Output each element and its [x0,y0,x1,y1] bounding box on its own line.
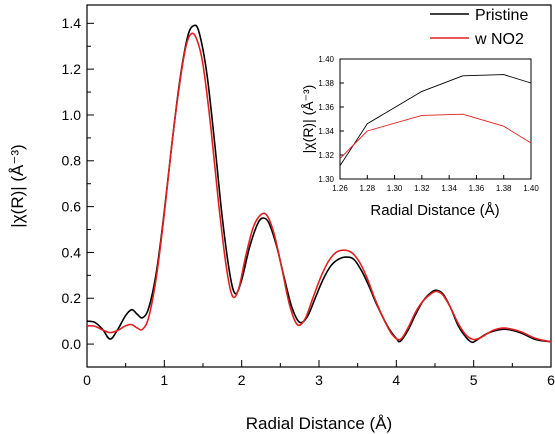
y-axis-title: |χ(R)| (Å⁻³) [8,144,27,227]
legend-label-no2: w NO2 [474,31,524,48]
inset-x-tick-label: 1.36 [469,184,485,193]
inset-x-axis-title: Radial Distance (Å) [370,202,499,219]
main-series-w-no2 [86,32,552,343]
main-y-tick-label: 1.2 [62,61,82,77]
inset-y-tick-label: 1.38 [318,79,334,88]
main-series-lines [86,24,552,344]
inset-axis-ticks: 1.26 1.28 1.30 1.32 1.34 1.36 1.38 1.40 1.30 1.32… [318,55,539,193]
inset-x-tick-label: 1.34 [441,184,457,193]
main-x-tick-label: 3 [315,372,323,388]
main-x-tick-label: 5 [470,372,478,388]
main-x-tick-label: 0 [83,372,91,388]
main-y-tick-label: 0.0 [62,336,82,352]
main-y-tick-label: 1.0 [62,107,82,123]
inset-y-tick-label: 1.30 [318,175,334,184]
main-x-tick-label: 1 [160,372,168,388]
inset-frame [339,58,532,180]
inset-y-tick-label: 1.36 [318,103,334,112]
main-y-tick-label: 0.6 [62,199,82,215]
inset-x-tick-label: 1.28 [359,184,375,193]
main-y-tick-label: 0.8 [62,153,82,169]
inset-series-lines [339,74,532,167]
inset-x-tick-label: 1.26 [332,184,348,193]
x-axis-title: Radial Distance (Å) [246,414,392,433]
main-y-tick-label: 0.4 [62,244,82,260]
inset-chart: 1.26 1.28 1.30 1.32 1.34 1.36 1.38 1.40 1.30 1.32… [300,55,539,219]
main-x-tick-label: 2 [238,372,246,388]
inset-y-tick-label: 1.40 [318,55,334,64]
legend-label-pristine: Pristine [475,7,528,24]
main-axis-ticks: 0 1 2 3 4 5 6 0.0 0.2 0.4 0.6 0.8 1.0 1.2 1.4 [62,15,555,388]
inset-x-tick-label: 1.40 [523,184,539,193]
inset-x-tick-label: 1.32 [414,184,430,193]
main-x-tick-label: 6 [547,372,555,388]
main-y-tick-label: 1.4 [62,15,82,31]
legend: Pristine w NO2 [430,7,528,48]
inset-series-pristine [339,74,532,167]
inset-x-tick-label: 1.30 [387,184,403,193]
main-y-tick-label: 0.2 [62,290,82,306]
inset-y-axis-title: |χ(R)| (Å⁻³) [300,85,316,154]
main-x-tick-label: 4 [392,372,400,388]
inset-y-tick-label: 1.34 [318,127,334,136]
inset-y-tick-label: 1.32 [318,151,334,160]
inset-x-tick-label: 1.38 [496,184,512,193]
inset-series-w-no2 [339,113,532,159]
